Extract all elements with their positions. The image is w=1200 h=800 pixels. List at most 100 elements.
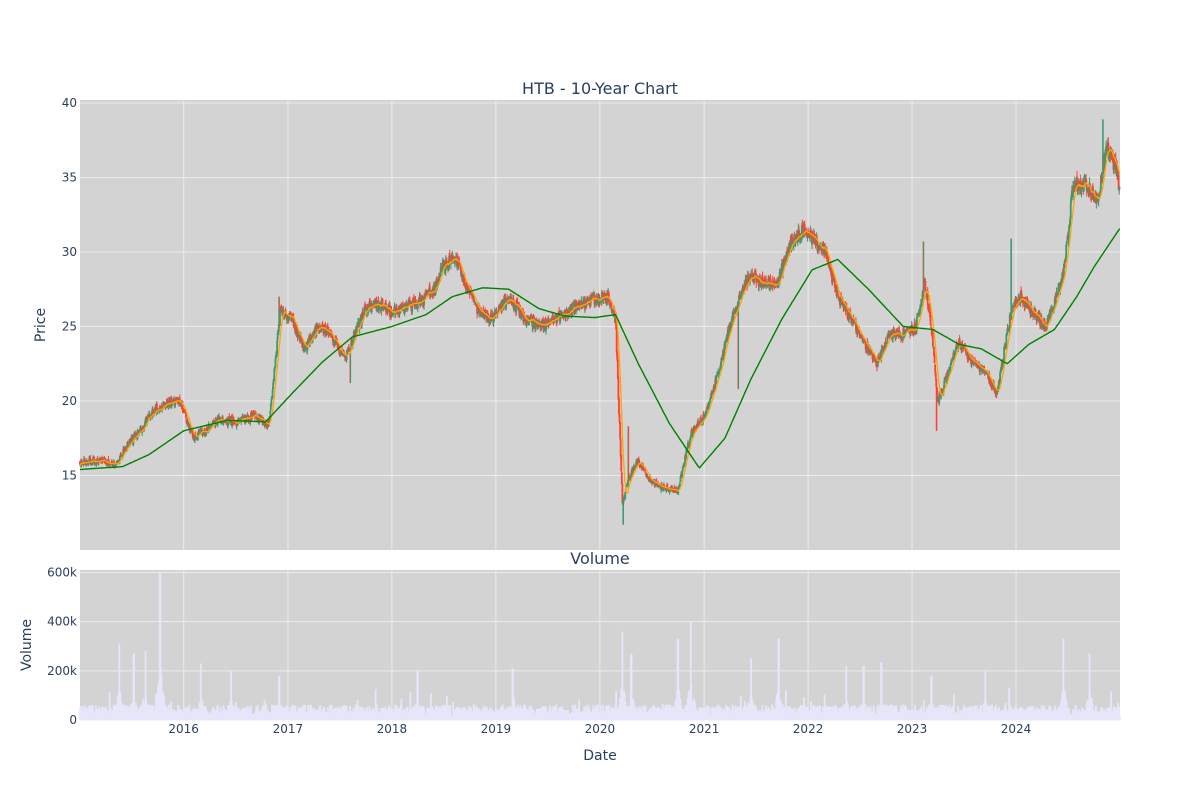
candle (145, 416, 147, 423)
volume-bar (169, 709, 171, 720)
volume-bar (543, 706, 546, 720)
volume-bar (301, 709, 304, 720)
candle (961, 340, 963, 354)
volume-bar (640, 706, 643, 720)
candle (620, 454, 623, 472)
volume-bar (204, 706, 207, 720)
price-y-tick-label: 20 (62, 394, 77, 408)
volume-bar (945, 704, 947, 720)
candle (233, 423, 236, 425)
candle (716, 371, 718, 379)
candle (1057, 282, 1060, 297)
candle (218, 413, 220, 418)
candle (1118, 186, 1121, 190)
volume-bar (867, 708, 870, 720)
candle (837, 293, 840, 297)
volume-bar (892, 706, 894, 720)
volume-chart-title: Volume (570, 549, 630, 568)
volume-bar (259, 711, 262, 720)
candle (708, 401, 711, 408)
volume-bar (167, 704, 170, 720)
candle (829, 266, 832, 277)
price-y-tick-label: 40 (62, 96, 77, 110)
volume-bar (342, 705, 345, 720)
volume-bar (611, 706, 614, 720)
volume-bar (265, 704, 268, 720)
volume-bar (487, 710, 490, 720)
candle (802, 221, 804, 238)
candle (435, 278, 437, 295)
volume-bar (485, 706, 488, 720)
volume-bar (711, 706, 714, 720)
candle (705, 406, 708, 415)
volume-bar (1010, 707, 1013, 720)
candle (857, 331, 860, 334)
volume-bar (677, 638, 680, 720)
volume-bar (398, 708, 400, 720)
volume-bar (995, 704, 997, 720)
candle (330, 329, 333, 339)
volume-bar (530, 705, 533, 720)
candle (931, 330, 934, 349)
volume-bar (896, 709, 898, 720)
volume-bar (118, 643, 121, 720)
volume-bar (125, 704, 128, 720)
candle (1090, 192, 1093, 203)
candle (663, 482, 665, 489)
volume-bar (299, 709, 302, 720)
volume-bar (1068, 707, 1070, 720)
volume-bar (1043, 705, 1045, 720)
candle (896, 329, 898, 336)
candle (87, 463, 89, 465)
volume-bar (428, 707, 431, 720)
candle (186, 419, 189, 427)
volume-bar (473, 705, 476, 720)
candle (608, 302, 611, 309)
volume-bar (1036, 708, 1039, 720)
candle (593, 292, 596, 308)
volume-bars (79, 572, 1121, 720)
volume-bar (608, 709, 611, 720)
volume-bar (1031, 708, 1033, 720)
candle (1049, 305, 1052, 319)
candle (498, 303, 501, 309)
candle (717, 373, 720, 378)
volume-y-tick-label: 200k (47, 664, 77, 678)
volume-bar (474, 705, 477, 720)
candle (758, 277, 760, 292)
volume-bar (786, 706, 789, 720)
volume-bar (917, 711, 919, 720)
volume-bar (665, 704, 668, 720)
candle (448, 249, 451, 263)
candle (916, 312, 919, 318)
volume-bar (1053, 708, 1056, 720)
volume-axis-title: Volume (19, 619, 35, 671)
volume-bar (542, 706, 545, 720)
volume-bar (930, 675, 933, 720)
volume-bar (193, 710, 196, 720)
volume-bar (784, 690, 787, 720)
volume-bar (152, 705, 155, 720)
volume-bar (974, 705, 977, 720)
candle (749, 273, 751, 286)
candle (270, 396, 273, 406)
volume-bar (723, 710, 726, 720)
candle (1060, 278, 1062, 286)
volume-bar (824, 705, 827, 720)
volume-bar (250, 705, 252, 720)
candle (350, 337, 353, 344)
volume-bar (788, 710, 791, 720)
x-tick-label: 2021 (689, 722, 720, 736)
volume-bar (602, 704, 604, 720)
candle (293, 319, 296, 334)
volume-bar (828, 706, 831, 720)
volume-bar (420, 707, 423, 720)
candle (723, 341, 726, 357)
candle (684, 454, 686, 467)
candle (980, 364, 983, 375)
price-axis-title: Price (33, 308, 49, 342)
volume-bar (559, 707, 562, 720)
volume-bar (374, 689, 377, 720)
candle (876, 363, 879, 367)
candle (1034, 308, 1037, 319)
